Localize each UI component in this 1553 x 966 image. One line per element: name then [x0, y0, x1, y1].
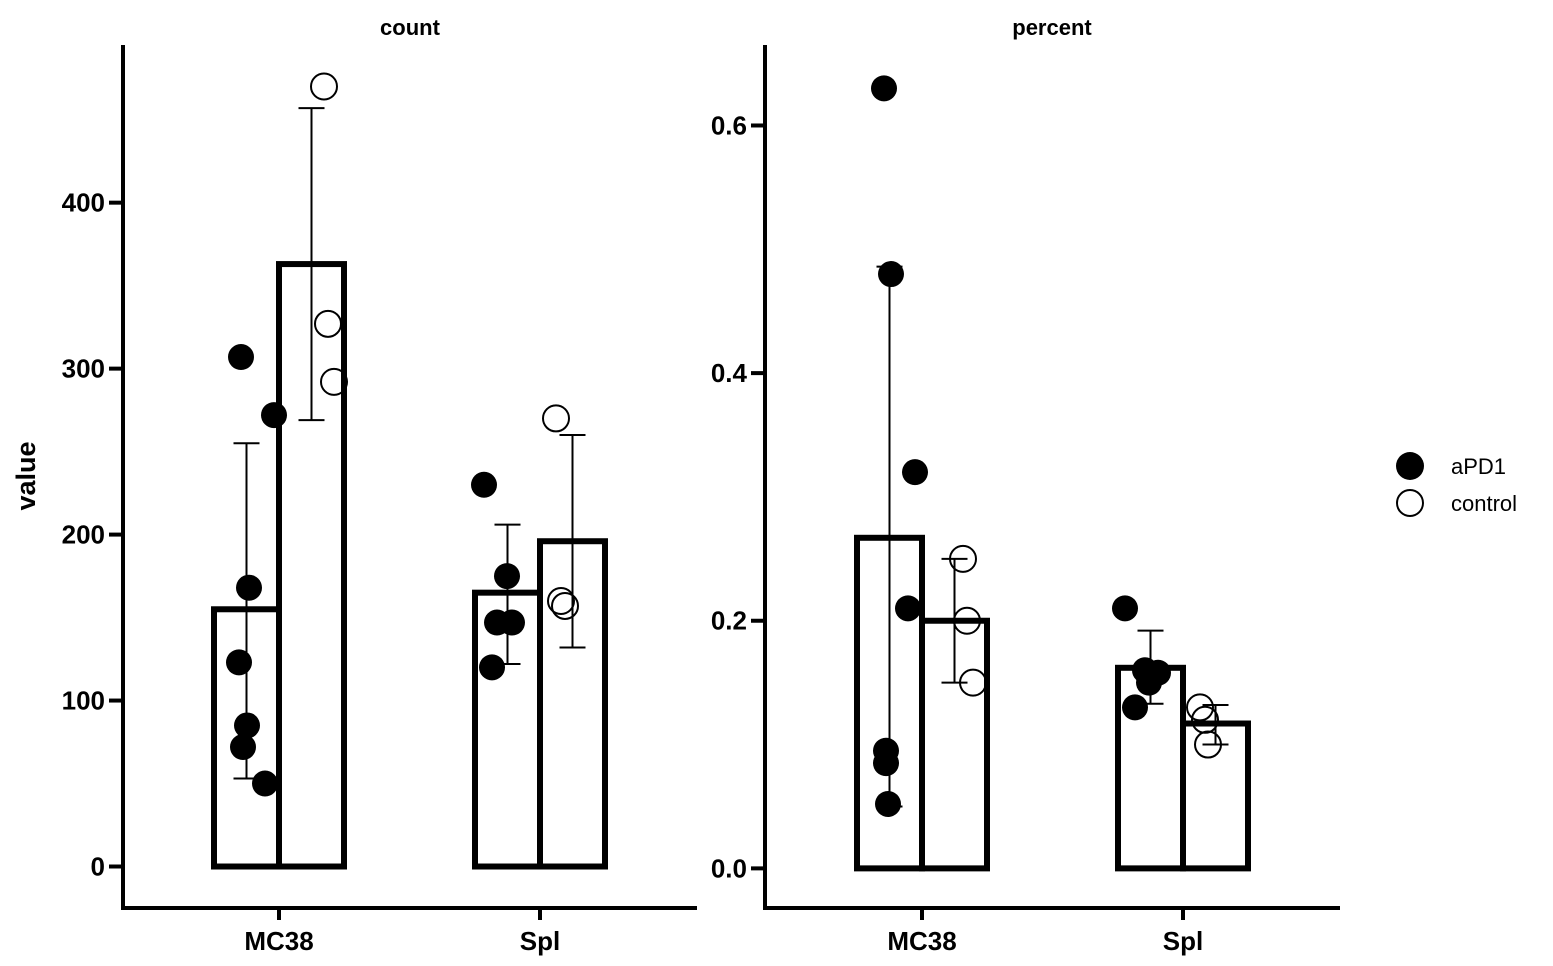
legend-label-control: control: [1451, 491, 1517, 516]
point-control: [320, 367, 348, 396]
y-tick-label: 0.4: [711, 358, 748, 388]
point-aPD1: [234, 712, 260, 739]
point-control: [959, 668, 987, 697]
x-tick-label-mc38: MC38: [887, 926, 956, 956]
point-aPD1: [479, 654, 505, 681]
point-aPD1: [1136, 669, 1162, 696]
y-axis-title: value: [11, 441, 41, 510]
point-control: [953, 606, 981, 635]
point-aPD1: [228, 344, 254, 371]
point-control: [551, 591, 579, 620]
legend-marker-aPD1: [1396, 452, 1424, 480]
point-control: [1186, 693, 1214, 722]
y-tick-label: 0: [91, 852, 105, 882]
point-aPD1: [261, 402, 287, 429]
y-tick-label: 0.0: [711, 853, 747, 883]
point-aPD1: [494, 563, 520, 590]
y-tick-label: 0.2: [711, 606, 747, 636]
x-tick-label-spl: Spl: [1163, 926, 1203, 956]
legend: aPD1 control: [1396, 452, 1517, 517]
point-aPD1: [895, 595, 921, 622]
count-panel: count 0 100 200 300 400 MC38 Spl: [62, 15, 697, 956]
y-tick-label: 200: [62, 520, 105, 550]
y-tick-label: 400: [62, 188, 105, 218]
y-tick-label: 0.6: [711, 110, 747, 140]
point-aPD1: [226, 649, 252, 676]
percent-panel-title: percent: [1012, 15, 1092, 40]
point-aPD1: [1122, 694, 1148, 721]
point-aPD1: [902, 459, 928, 486]
x-tick-label-mc38: MC38: [244, 926, 313, 956]
point-aPD1: [230, 734, 256, 761]
point-aPD1: [252, 770, 278, 797]
legend-label-aPD1: aPD1: [1451, 454, 1506, 479]
point-aPD1: [878, 261, 904, 288]
y-tick-label: 100: [62, 686, 105, 716]
legend-marker-control: [1396, 489, 1424, 517]
point-control: [542, 404, 570, 433]
point-control: [314, 309, 342, 338]
point-control: [310, 72, 338, 101]
point-aPD1: [499, 609, 525, 636]
point-control: [1194, 730, 1222, 759]
point-control: [547, 586, 575, 615]
x-tick-label-spl: Spl: [520, 926, 560, 956]
point-aPD1: [236, 574, 262, 601]
y-tick-label: 300: [62, 354, 105, 384]
count-panel-title: count: [380, 15, 441, 40]
point-aPD1: [873, 750, 899, 777]
point-aPD1: [1112, 595, 1138, 622]
point-aPD1: [871, 75, 897, 102]
percent-panel: percent 0.0 0.2 0.4 0.6 MC38 Spl: [711, 15, 1340, 956]
point-aPD1: [471, 471, 497, 498]
point-aPD1: [875, 790, 901, 817]
point-control: [949, 544, 977, 573]
